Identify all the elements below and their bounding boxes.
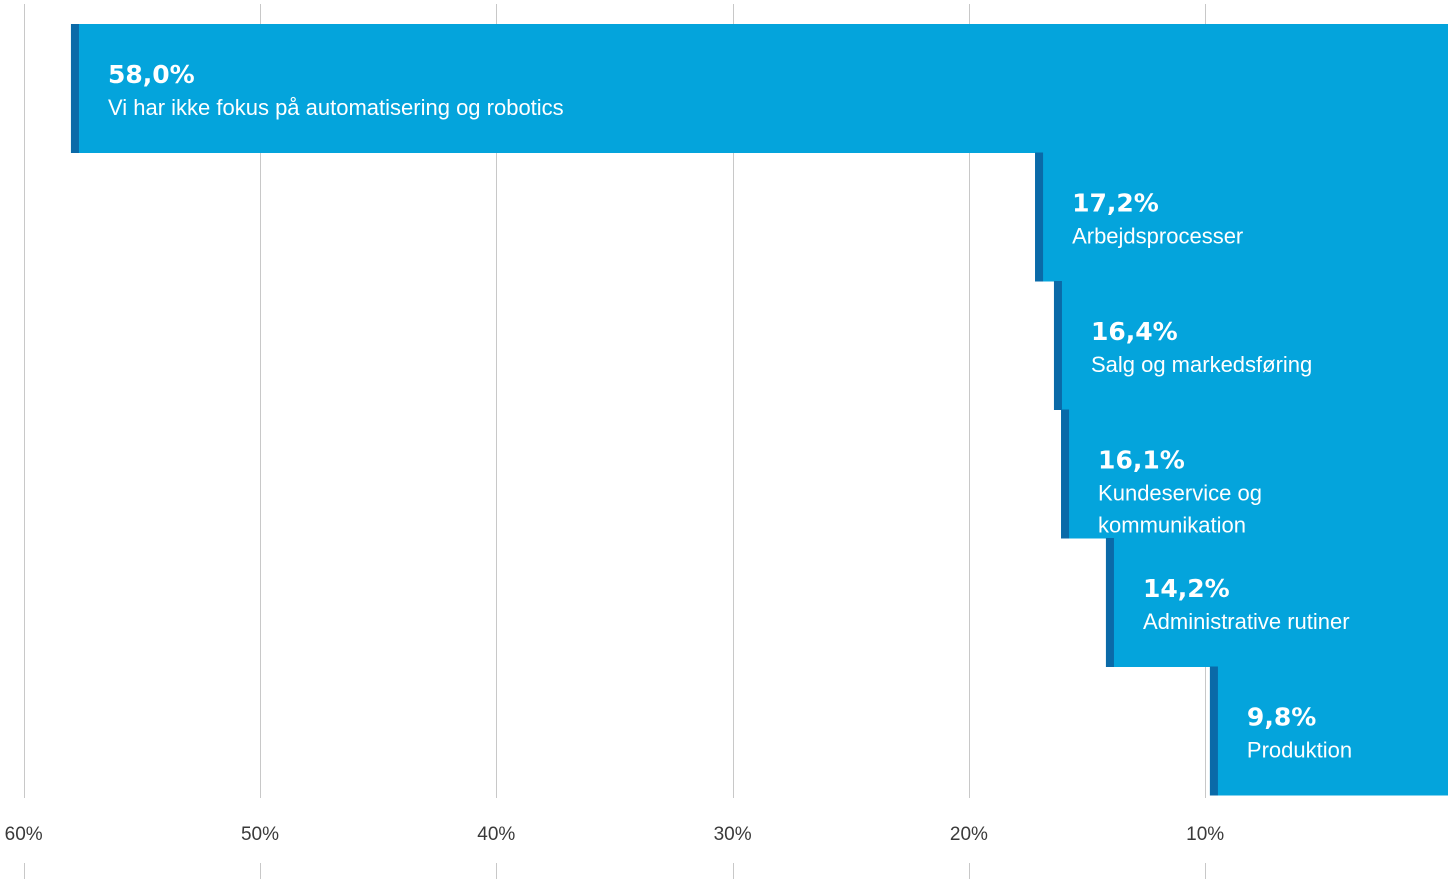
bar-group: 58,0% Vi har ikke fokus på automatisering…	[70, 24, 1448, 153]
bar-edge	[1053, 281, 1062, 410]
bars: 58,0% Vi har ikke fokus på automatisering…	[70, 24, 1448, 796]
bar	[1053, 281, 1448, 410]
x-tick-label: 30%	[714, 824, 752, 845]
bar-value-label: 17,2%	[1072, 189, 1159, 218]
bar-value-label: 9,8%	[1247, 703, 1316, 732]
bar-group: 17,2% Arbejdsprocesser	[1035, 152, 1448, 282]
bar-group: 16,4% Salg og markedsføring	[1053, 281, 1448, 410]
bar-category-label: Kundeservice og	[1098, 481, 1262, 506]
x-tick-label: 60%	[5, 824, 43, 845]
bar-category-label: Administrative rutiner	[1143, 609, 1350, 634]
x-axis-ticks: 60% 50% 40% 30% 20% 10%	[5, 824, 1225, 845]
bar-value-label: 58,0%	[108, 60, 195, 89]
bar-category-label: Produktion	[1247, 738, 1352, 763]
bar-category-label: kommunikation	[1098, 513, 1246, 538]
bar-edge	[1105, 538, 1114, 667]
bar-edge	[1209, 666, 1218, 796]
x-tick-label: 50%	[241, 824, 279, 845]
bar-value-label: 16,1%	[1098, 446, 1185, 475]
bar-edge	[70, 24, 79, 153]
x-tick-label: 20%	[950, 824, 988, 845]
bar-group: 16,1% Kundeservice og kommunikation	[1061, 409, 1448, 539]
x-tick-label: 40%	[477, 824, 515, 845]
bar	[70, 24, 1448, 153]
bar-group: 14,2% Administrative rutiner	[1105, 538, 1448, 667]
bar-value-label: 14,2%	[1143, 574, 1230, 603]
bar-category-label: Arbejdsprocesser	[1072, 224, 1243, 249]
x-tick-label: 10%	[1186, 824, 1224, 845]
bar	[1061, 409, 1448, 539]
bar-edge	[1035, 152, 1044, 282]
bar	[1105, 538, 1448, 667]
bar-category-label: Salg og markedsføring	[1091, 352, 1312, 377]
bar	[1035, 152, 1448, 282]
bar-value-label: 16,4%	[1091, 317, 1178, 346]
bar-group: 9,8% Produktion	[1209, 666, 1448, 796]
bar	[1209, 666, 1448, 796]
bar-category-label: Vi har ikke fokus på automatisering og r…	[108, 95, 564, 120]
bar-edge	[1061, 409, 1070, 539]
